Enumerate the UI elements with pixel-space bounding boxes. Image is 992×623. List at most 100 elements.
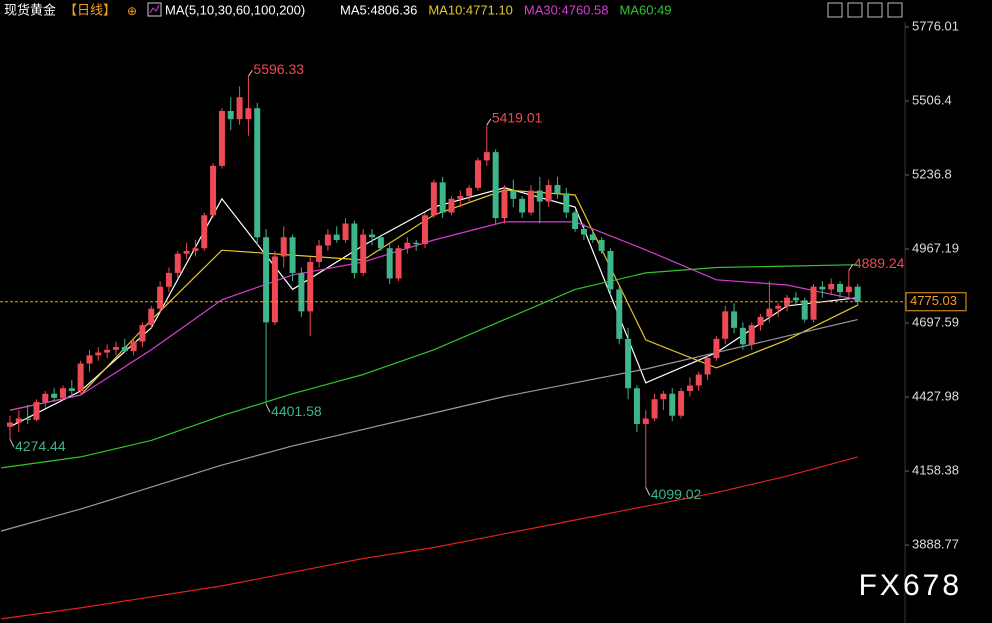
candle-body (457, 196, 464, 199)
candle-body (15, 418, 22, 423)
y-tick-label: 4427.98 (912, 388, 959, 403)
candle-body (24, 418, 31, 420)
candle-body (527, 190, 534, 213)
candle-body (837, 283, 844, 293)
candle-body (625, 338, 632, 389)
y-tick-label: 5506.4 (912, 92, 952, 107)
candle-body (589, 234, 596, 240)
candle-body (651, 399, 658, 419)
candle-body (801, 300, 808, 320)
candle-body (775, 305, 782, 309)
candle-body (201, 215, 208, 249)
y-tick-label: 5776.01 (912, 18, 959, 33)
ma-line (9, 221, 858, 411)
candle-body (218, 110, 225, 166)
candle-body (342, 223, 349, 240)
candle-body (77, 363, 84, 392)
candle-body (633, 388, 640, 424)
candle-body (377, 237, 384, 249)
candle-body (554, 185, 561, 194)
control-button[interactable] (827, 2, 843, 18)
candle-body (580, 229, 587, 235)
candle-body (854, 286, 861, 302)
control-button[interactable] (887, 2, 903, 18)
candle-body (563, 193, 570, 213)
candle-body (828, 283, 835, 290)
candle-body (810, 286, 817, 320)
candle-body (130, 341, 137, 352)
candle-body (722, 311, 729, 339)
candle-body (360, 234, 367, 273)
candle-body (766, 308, 773, 317)
candle-body (704, 358, 711, 375)
add-icon[interactable]: ⊕ (127, 4, 137, 18)
indicator[interactable]: MA(5,10,30,60,100,200) (165, 2, 305, 17)
candle-body (33, 401, 40, 420)
y-tick-label: 4158.38 (912, 463, 959, 478)
annotation: 4099.02 (651, 486, 702, 502)
candle-body (112, 347, 119, 350)
y-tick-label: 4697.59 (912, 314, 959, 329)
annotation-leader (848, 264, 854, 271)
candle-body (448, 198, 455, 213)
candle-body (466, 187, 473, 197)
y-tick-label: 5236.8 (912, 166, 952, 181)
chart-title: 现货黄金 (4, 2, 56, 17)
candle-body (351, 223, 358, 273)
candle-body (42, 393, 49, 402)
candle-body (492, 152, 499, 219)
candle-body (86, 355, 93, 364)
annotation: 5419.01 (492, 110, 543, 126)
candle-body (95, 352, 102, 356)
annotation-leader (486, 118, 492, 126)
candle-body (731, 311, 738, 328)
indicator-icon[interactable] (147, 2, 162, 17)
candle-body (210, 165, 217, 216)
control-button[interactable] (867, 2, 883, 18)
candle-body (316, 245, 323, 262)
annotation: 4401.58 (271, 403, 322, 419)
candle-body (148, 308, 155, 326)
candle-body (695, 374, 702, 386)
candle-body (386, 248, 393, 279)
candle-body (271, 256, 278, 323)
candle-body (545, 185, 552, 202)
candle-body (254, 108, 261, 238)
watermark: FX678 (859, 569, 962, 602)
candle-body (307, 261, 314, 312)
candle-body (572, 212, 579, 230)
candle-body (422, 215, 429, 245)
ma-line (1, 456, 858, 620)
candle-body (483, 152, 490, 161)
legend-entry: MA5:4806.36 (340, 2, 417, 17)
indicator-icon-line (149, 4, 160, 14)
candle-body (792, 297, 799, 301)
candle-body (669, 393, 676, 416)
legend-entry: MA10:4771.10 (428, 2, 513, 17)
control-button[interactable] (847, 2, 863, 18)
candle-body (183, 250, 190, 254)
candle-body (739, 327, 746, 345)
y-tick-label: 3888.77 (912, 537, 959, 552)
candle-body (157, 286, 164, 309)
candle-body (616, 289, 623, 339)
period[interactable]: 【日线】 (64, 2, 116, 17)
candle-body (598, 239, 605, 251)
last-price-tag (905, 292, 967, 312)
candle-body (245, 108, 252, 120)
candle-body (174, 253, 181, 273)
candle-body (51, 393, 58, 398)
candle-body (263, 237, 270, 323)
candle-body (519, 198, 526, 213)
candle-body (68, 388, 75, 392)
candle-body (430, 182, 437, 216)
annotation-leader (9, 438, 15, 448)
candle-body (236, 97, 243, 120)
y-tick-label: 4967.19 (912, 240, 959, 255)
candle-body (748, 325, 755, 345)
candle-body (757, 316, 764, 326)
candle-body (642, 418, 649, 424)
